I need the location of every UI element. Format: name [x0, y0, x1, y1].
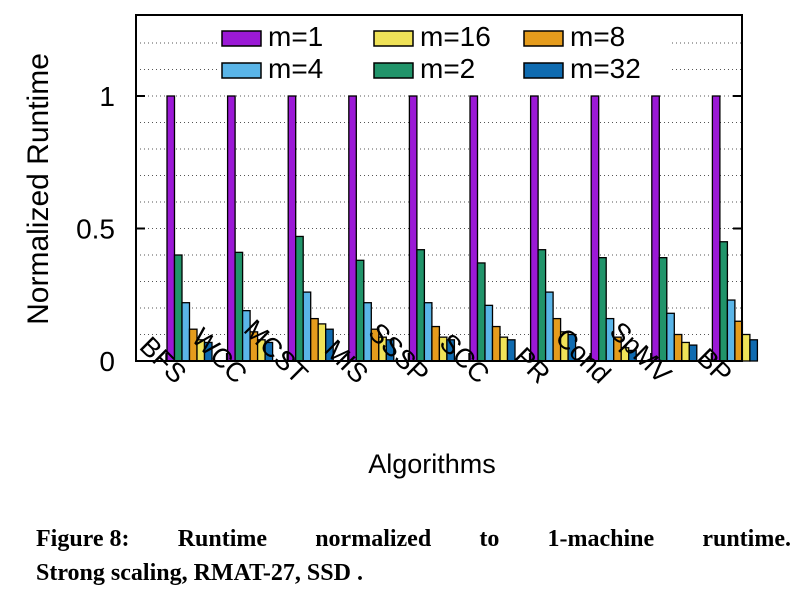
figure-caption: Figure 8: Runtime normalized to 1-machin… — [36, 522, 791, 590]
bar-m2-cond — [598, 256, 607, 362]
caption-line-2: Strong scaling, RMAT-27, SSD . — [36, 560, 363, 586]
y-ticks: 00.51 — [76, 81, 742, 377]
caption-line-1: Figure 8: Runtime normalized to 1-machin… — [36, 522, 791, 556]
axes — [135, 14, 743, 362]
legend-swatch-m16 — [373, 30, 414, 47]
bar-m8-spmv — [673, 333, 683, 362]
legend-label-m2: m=2 — [420, 53, 475, 84]
bar-m2-scc — [476, 262, 486, 362]
bar-m4-spmv — [666, 312, 675, 362]
bar-m2-pr — [537, 249, 547, 362]
bar-m4-sssp — [423, 302, 433, 362]
bar-m2-spmv — [658, 256, 668, 362]
legend-swatch-m32 — [523, 62, 564, 79]
bar-m4-bp — [726, 299, 736, 362]
bar-m2-mcst — [295, 235, 304, 362]
bar-m1-bfs — [166, 95, 176, 362]
y-tick-label: 0.5 — [76, 214, 115, 245]
bar-m1-wcc — [226, 95, 236, 362]
bar-m1-scc — [469, 95, 479, 362]
bar-m8-mcst — [310, 317, 319, 362]
caption-word: 1-machine — [547, 526, 655, 552]
bar-m1-spmv — [651, 95, 660, 362]
bar-m1-mis — [348, 95, 357, 362]
caption-word: runtime. — [702, 526, 791, 552]
bar-m1-bp — [711, 95, 721, 362]
legend-swatch-m8 — [523, 30, 564, 47]
bar-m1-sssp — [408, 95, 418, 362]
bar-m2-mis — [355, 259, 365, 362]
legend-label-m8: m=8 — [570, 21, 625, 52]
caption-word: Runtime — [177, 526, 268, 552]
y-axis-label: Normalized Runtime — [22, 53, 55, 325]
legend-label-m32: m=32 — [570, 53, 641, 84]
bar-m4-bfs — [181, 302, 191, 362]
legend-swatch-m1 — [221, 30, 262, 47]
y-tick-label: 1 — [99, 81, 115, 112]
bar-m16-spmv — [681, 341, 690, 362]
y-tick-label: 0 — [99, 346, 115, 377]
legend-background — [218, 22, 670, 86]
x-axis-label: Algorithms — [368, 449, 496, 479]
bar-m32-bp — [749, 339, 759, 362]
legend: m=1m=4 m=16m=2 m=8m=32 — [218, 21, 670, 86]
legend-label-m16: m=16 — [420, 21, 491, 52]
bar-m4-mcst — [302, 291, 312, 362]
bar-m2-bfs — [173, 254, 183, 362]
legend-swatch-m4 — [221, 62, 262, 79]
caption-word: to — [479, 526, 500, 552]
caption-word: normalized — [315, 526, 432, 552]
legend-swatch-m2 — [373, 62, 414, 79]
legend-label-m4: m=4 — [268, 53, 323, 84]
bar-m16-bp — [741, 333, 751, 362]
legend-label-m1: m=1 — [268, 21, 323, 52]
bar-m8-scc — [491, 325, 501, 362]
bar-m1-cond — [590, 95, 600, 362]
bar-m2-wcc — [234, 251, 244, 362]
grid-lines — [136, 42, 742, 335]
plot-frame — [135, 14, 743, 362]
bar-m16-scc — [499, 336, 509, 362]
bar-m4-pr — [544, 291, 554, 362]
bar-m4-scc — [484, 304, 494, 362]
bar-m2-bp — [719, 241, 729, 362]
bar-m1-mcst — [287, 95, 297, 362]
bar-m2-sssp — [416, 249, 426, 362]
caption-label: Figure 8: — [36, 526, 130, 552]
bar-m1-pr — [529, 95, 539, 362]
